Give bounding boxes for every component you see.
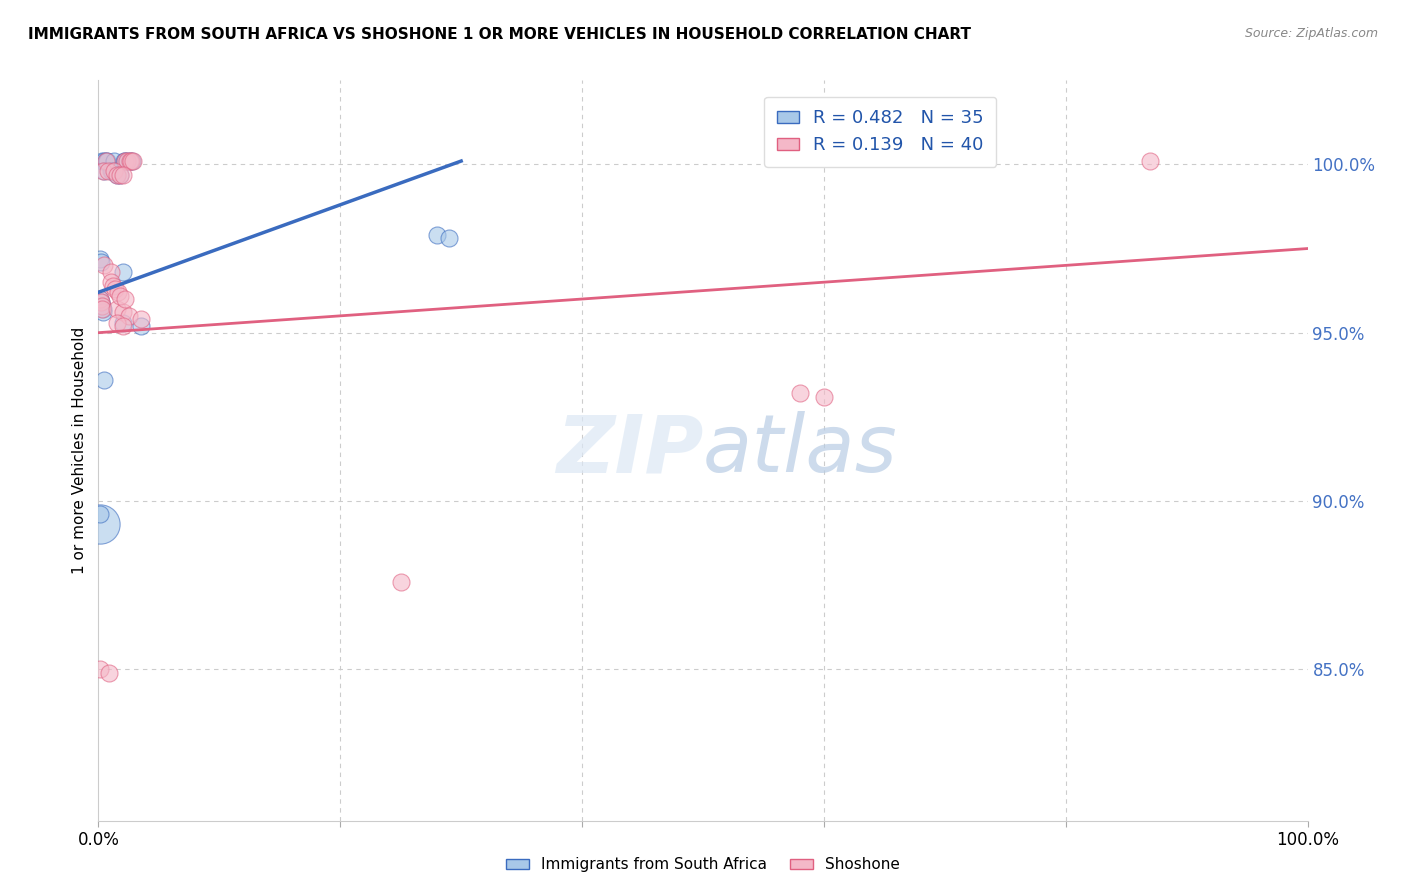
- Point: [94, 154, 117, 169]
- Point: [389, 574, 412, 589]
- Point: [114, 154, 136, 169]
- Point: [103, 164, 125, 178]
- Point: [93, 164, 115, 178]
- Point: [111, 305, 134, 319]
- Point: [111, 316, 134, 330]
- Point: [103, 154, 125, 169]
- Point: [100, 265, 122, 279]
- Point: [105, 302, 128, 317]
- Point: [89, 252, 111, 266]
- Point: [129, 318, 152, 333]
- Point: [91, 299, 114, 313]
- Point: [91, 164, 114, 178]
- Point: [100, 275, 122, 289]
- Point: [91, 154, 114, 169]
- Point: [93, 154, 115, 169]
- Point: [120, 154, 142, 169]
- Point: [98, 665, 121, 680]
- Text: ZIP: ZIP: [555, 411, 703, 490]
- Point: [97, 164, 120, 178]
- Point: [91, 305, 114, 319]
- Point: [118, 154, 141, 169]
- Point: [122, 154, 145, 169]
- Point: [108, 168, 131, 182]
- Point: [91, 299, 114, 313]
- Point: [104, 282, 127, 296]
- Point: [117, 154, 139, 169]
- Point: [118, 309, 141, 323]
- Legend: R = 0.482   N = 35, R = 0.139   N = 40: R = 0.482 N = 35, R = 0.139 N = 40: [765, 96, 997, 167]
- Text: Source: ZipAtlas.com: Source: ZipAtlas.com: [1244, 27, 1378, 40]
- Point: [437, 231, 460, 245]
- Point: [129, 312, 152, 326]
- Point: [813, 390, 835, 404]
- Point: [114, 292, 136, 306]
- Point: [89, 517, 111, 532]
- Point: [100, 164, 122, 178]
- Point: [89, 292, 111, 306]
- Point: [93, 258, 115, 272]
- Text: IMMIGRANTS FROM SOUTH AFRICA VS SHOSHONE 1 OR MORE VEHICLES IN HOUSEHOLD CORRELA: IMMIGRANTS FROM SOUTH AFRICA VS SHOSHONE…: [28, 27, 972, 42]
- Point: [114, 154, 136, 169]
- Legend: Immigrants from South Africa, Shoshone: Immigrants from South Africa, Shoshone: [498, 849, 908, 880]
- Point: [111, 265, 134, 279]
- Point: [789, 386, 811, 401]
- Point: [89, 662, 111, 676]
- Point: [121, 154, 143, 169]
- Y-axis label: 1 or more Vehicles in Household: 1 or more Vehicles in Household: [72, 326, 87, 574]
- Point: [118, 154, 141, 169]
- Point: [91, 302, 114, 317]
- Point: [108, 168, 131, 182]
- Point: [89, 508, 111, 522]
- Point: [103, 164, 125, 178]
- Point: [1139, 154, 1161, 169]
- Point: [90, 255, 112, 269]
- Point: [101, 278, 124, 293]
- Point: [91, 302, 114, 317]
- Text: atlas: atlas: [703, 411, 898, 490]
- Point: [94, 154, 117, 169]
- Point: [105, 316, 128, 330]
- Point: [111, 168, 134, 182]
- Point: [93, 373, 115, 387]
- Point: [112, 154, 135, 169]
- Point: [111, 318, 134, 333]
- Point: [426, 228, 449, 243]
- Point: [89, 292, 111, 306]
- Point: [96, 154, 118, 169]
- Point: [105, 168, 128, 182]
- Point: [117, 154, 139, 169]
- Point: [108, 288, 131, 302]
- Point: [105, 168, 128, 182]
- Point: [90, 295, 112, 310]
- Point: [100, 164, 122, 178]
- Point: [90, 295, 112, 310]
- Point: [107, 285, 129, 300]
